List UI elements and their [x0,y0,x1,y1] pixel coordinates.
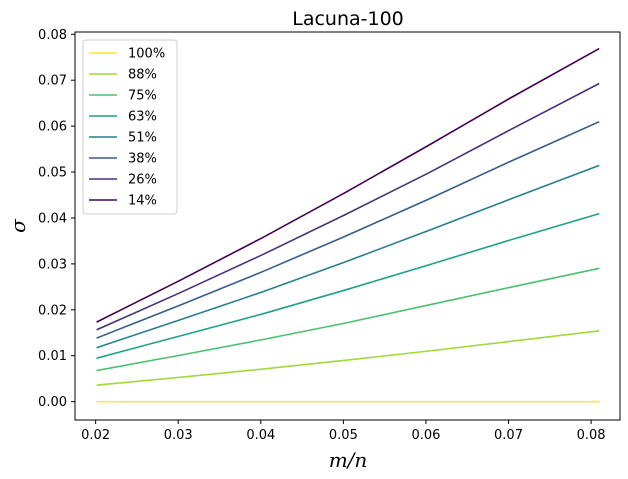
y-tick-label: 0.07 [38,74,67,89]
legend-box [82,39,178,215]
y-tick-label: 0.00 [38,395,67,410]
legend-label: 38% [128,152,157,167]
legend-label: 88% [128,68,157,83]
series-line-38pct [96,120,600,339]
series-line-26pct [96,82,600,331]
legend: 100% 88% 75% 63% 51% 38% 26% 14% [82,39,178,215]
chart-title: Lacuna-100 [292,8,404,30]
y-tick-label: 0.05 [38,166,67,181]
y-axis-label: σ [6,218,30,233]
legend-label: 26% [128,173,157,188]
y-tick-label: 0.08 [38,28,67,43]
y-tick-label: 0.02 [38,303,67,318]
x-tick-label: 0.08 [577,428,606,443]
plot-frame [74,31,621,421]
series-line-63pct [96,212,600,359]
x-tick-label: 0.04 [246,428,275,443]
series-line-14pct [96,47,600,323]
series-line-51pct [96,164,600,349]
legend-label: 14% [128,194,157,209]
legend-label: 100% [128,47,165,62]
x-axis-label: m/n [329,448,368,472]
y-tick-label: 0.06 [38,120,67,135]
axes: 0.02 0.03 0.04 0.05 0.06 0.07 0.08 0.00 0.01 0.02… [38,28,621,443]
y-tick-label: 0.03 [38,257,67,272]
legend-label: 63% [128,110,157,125]
y-tick-label: 0.01 [38,349,67,364]
series-line-88pct [96,330,600,386]
y-tick-label: 0.04 [38,211,67,226]
plot-area [96,47,600,403]
x-tick-label: 0.07 [494,428,523,443]
series-line-75pct [96,267,600,372]
legend-label: 75% [128,89,157,104]
x-tick-label: 0.02 [81,428,110,443]
legend-label: 51% [128,131,157,146]
x-tick-label: 0.03 [164,428,193,443]
x-tick-label: 0.05 [329,428,358,443]
x-tick-label: 0.06 [411,428,440,443]
